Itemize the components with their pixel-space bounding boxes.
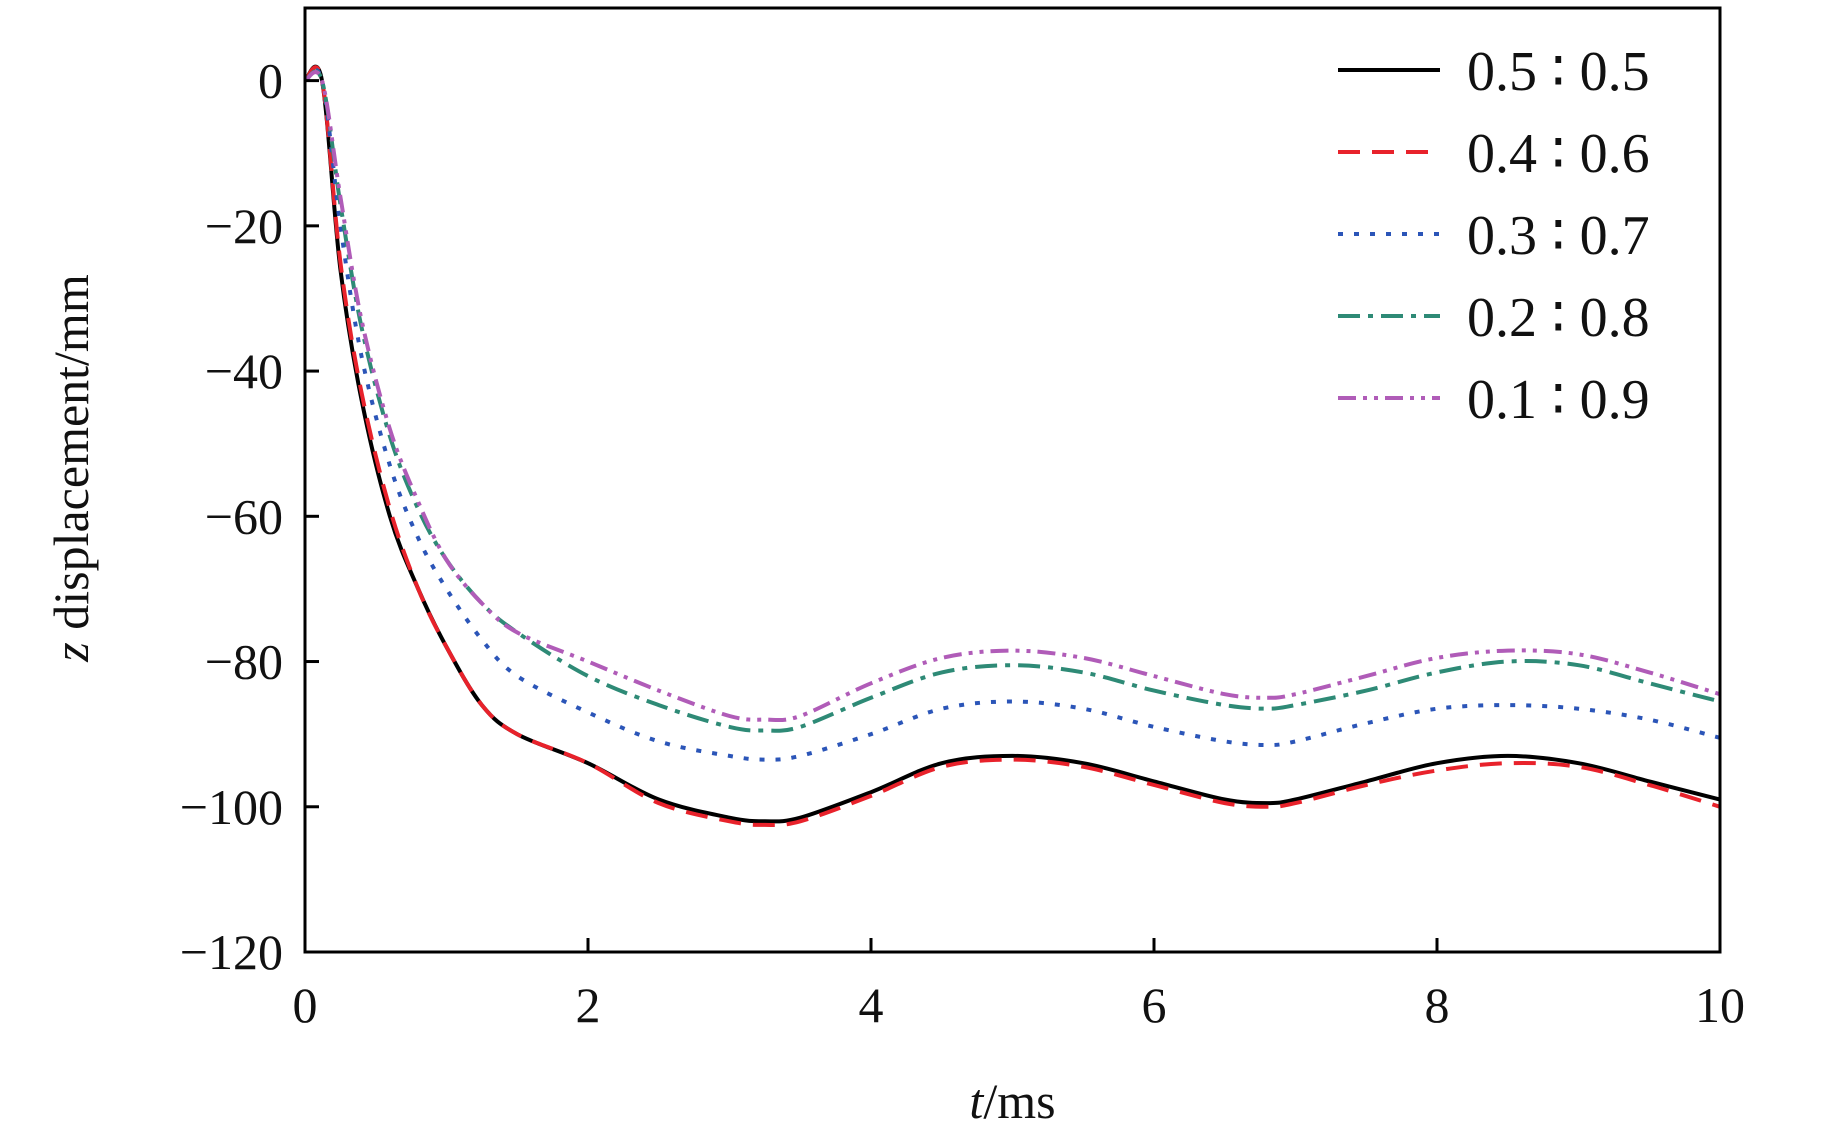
x-axis-title: t/ms	[969, 1073, 1055, 1129]
y-tick-label: −80	[205, 634, 283, 690]
series-line-1	[303, 64, 1721, 824]
legend-item-0-2-0-8: 0.2 ∶ 0.8	[1338, 287, 1650, 349]
y-tick-label: −20	[205, 198, 283, 254]
legend-label: 0.1 ∶ 0.9	[1467, 369, 1650, 431]
legend-label: 0.5 ∶ 0.5	[1467, 41, 1650, 103]
x-tick-label: 2	[576, 977, 601, 1033]
series-line-5	[303, 70, 1721, 723]
legend-item-0-5-0-5: 0.5 ∶ 0.5	[1338, 41, 1650, 103]
legend-label: 0.4 ∶ 0.6	[1467, 123, 1650, 185]
ticks-layer: 0 2 4 6 8 10 0 −20 −40 −60 −80 −100 −120	[180, 53, 1745, 1033]
series-line-2	[303, 65, 1721, 828]
legend-label: 0.3 ∶ 0.7	[1467, 205, 1650, 267]
x-tick-label: 4	[859, 977, 884, 1033]
x-tick-label: 10	[1695, 977, 1745, 1033]
legend-item-0-4-0-6: 0.4 ∶ 0.6	[1338, 123, 1650, 185]
x-axis-unit: /ms	[983, 1073, 1055, 1129]
series-line-4	[303, 69, 1721, 733]
plot-frame	[303, 6, 1722, 954]
x-tick-label: 8	[1425, 977, 1450, 1033]
y-axis-unit: displacement/mm	[43, 274, 99, 642]
legend: 0.5 ∶ 0.5 0.4 ∶ 0.6 0.3 ∶ 0.7 0.2 ∶ 0.8 0.1 …	[1338, 41, 1650, 431]
x-tick-label: 6	[1142, 977, 1167, 1033]
y-tick-label: −120	[180, 924, 283, 980]
y-axis-variable: z	[43, 642, 99, 662]
legend-item-0-3-0-7: 0.3 ∶ 0.7	[1338, 205, 1650, 267]
y-tick-label: −40	[205, 343, 283, 399]
series-layer	[303, 64, 1721, 828]
y-tick-label: −100	[180, 779, 283, 835]
x-axis-variable: t	[969, 1073, 984, 1129]
legend-item-0-1-0-9: 0.1 ∶ 0.9	[1338, 369, 1650, 431]
x-tick-label: 0	[293, 977, 318, 1033]
y-axis-title: z displacement/mm	[43, 274, 99, 663]
y-tick-label: 0	[258, 53, 283, 109]
legend-label: 0.2 ∶ 0.8	[1467, 287, 1650, 349]
y-tick-label: −60	[205, 488, 283, 544]
series-line-3	[303, 67, 1721, 762]
